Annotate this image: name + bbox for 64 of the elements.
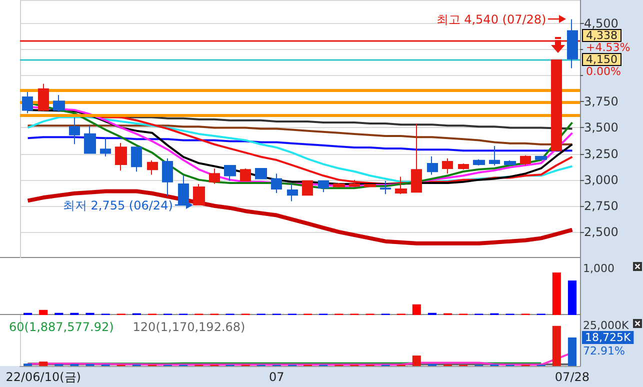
line-series	[26, 189, 574, 246]
annotation: 최고 4,540 (07/28)	[436, 12, 546, 26]
bar	[568, 280, 576, 315]
candlestick	[240, 168, 251, 182]
candlestick	[567, 18, 578, 69]
bar	[39, 362, 48, 366]
candlestick	[520, 154, 531, 166]
candlestick	[255, 168, 267, 180]
candlestick	[53, 94, 65, 113]
candlestick	[473, 158, 485, 166]
y-tick-label: 2,750	[584, 198, 618, 213]
candlestick	[131, 146, 142, 172]
bar	[412, 304, 421, 315]
candlestick	[442, 158, 453, 174]
candlestick	[504, 160, 516, 166]
candlestick	[287, 183, 298, 202]
candlestick	[162, 158, 173, 197]
text: 1,000	[583, 262, 614, 275]
candlestick	[69, 116, 80, 145]
candlestick	[489, 146, 500, 166]
candlestick	[84, 125, 96, 154]
annotation: 18,725K	[585, 330, 632, 344]
text: 60(1,887,577.92)	[9, 320, 114, 334]
candlestick	[224, 165, 236, 182]
candlestick	[380, 180, 391, 195]
y-tick-label: 3,250	[584, 146, 618, 161]
candlestick	[193, 183, 205, 206]
text: 25,000K	[583, 319, 630, 332]
candlestick	[271, 173, 282, 194]
ref-line-label: 4,150 0.00%	[586, 52, 621, 78]
candlestick	[551, 59, 562, 152]
x-tick-label: 07/28	[554, 370, 590, 384]
candlestick	[209, 168, 220, 184]
candlestick	[318, 180, 329, 193]
text: 120(1,170,192.68)	[132, 320, 246, 334]
text: 72.91%	[583, 344, 625, 358]
y-tick-label: 4,500	[584, 16, 618, 30]
candlestick	[147, 160, 158, 176]
candlestick	[178, 175, 189, 205]
y-tick-label: 3,000	[584, 172, 618, 187]
line-series	[26, 124, 574, 146]
ref-line-label: 4,338 +4.53%	[586, 28, 630, 54]
y-tick-label: 2,500	[584, 224, 618, 239]
candlestick	[427, 156, 438, 176]
candlestick	[100, 137, 111, 157]
candlestick	[38, 83, 49, 112]
y-tick-label: 3,750	[584, 94, 618, 109]
bar	[552, 326, 561, 366]
bar	[39, 310, 48, 315]
candlestick	[115, 142, 127, 172]
y-tick-label: 3,500	[584, 120, 618, 135]
candlestick	[535, 156, 547, 161]
candlestick	[333, 182, 345, 188]
line-series	[26, 136, 574, 152]
candlestick	[458, 162, 469, 170]
candlestick	[411, 123, 422, 193]
bar	[552, 272, 561, 315]
x-tick-label: 22/06/10(금)	[6, 370, 81, 384]
candlestick	[22, 91, 33, 114]
annotation: 최저 2,755 (06/24)	[62, 198, 173, 212]
candlestick	[302, 180, 313, 196]
bar	[568, 337, 576, 366]
bar	[412, 356, 421, 366]
x-tick-label: 07	[269, 370, 284, 384]
